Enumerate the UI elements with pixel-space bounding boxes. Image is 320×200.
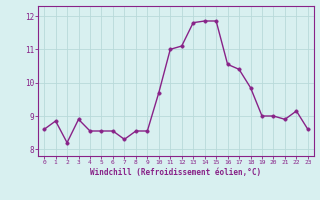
X-axis label: Windchill (Refroidissement éolien,°C): Windchill (Refroidissement éolien,°C) <box>91 168 261 177</box>
